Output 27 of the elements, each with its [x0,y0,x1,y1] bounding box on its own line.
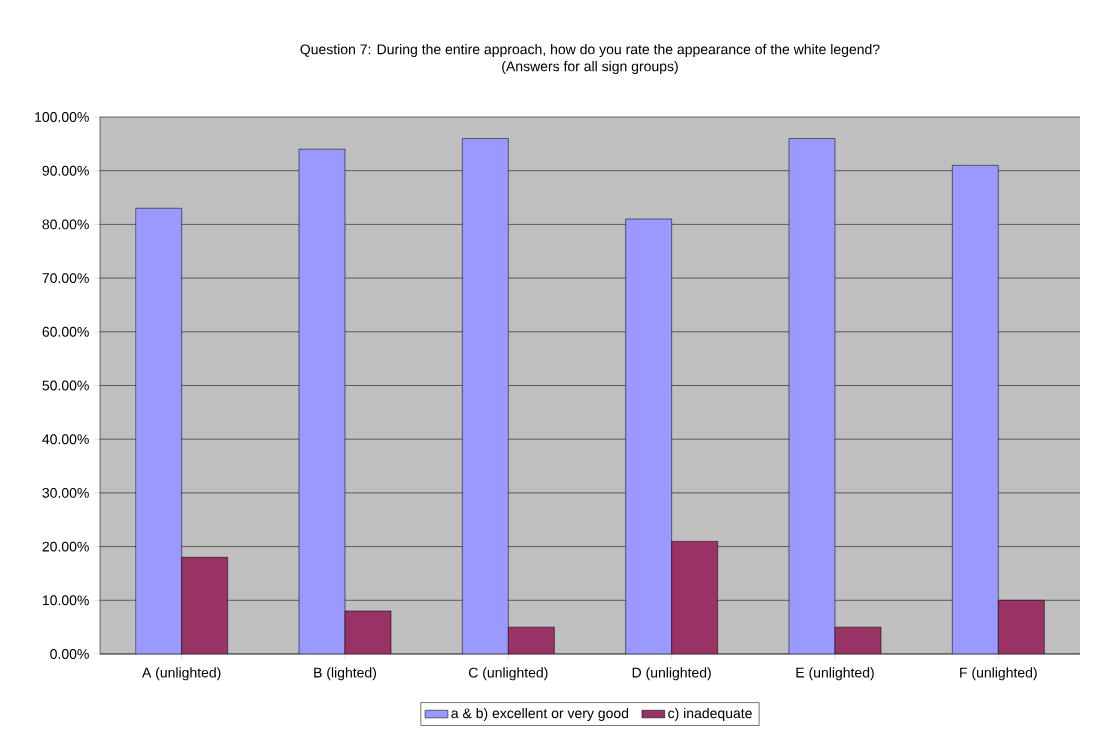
y-tick-label: 100.00% [35,112,89,122]
x-tick-label: C (unlighted) [468,667,548,681]
legend-label: c) inadequate [668,707,752,721]
x-tick-label: F (unlighted) [960,667,1037,681]
bar [952,165,999,654]
y-tick-label: 0.00% [50,649,89,659]
y-tick-label: 50.00% [42,380,89,391]
x-tick-label: E (unlighted) [796,667,874,681]
x-tick-label: D (unlighted) [632,667,711,681]
chart-title: Question 7: During the entire approach, how do you rate the appearance of the white legend? [300,44,880,58]
bar [462,138,509,654]
y-tick-label: 70.00% [42,273,89,284]
bar [135,208,182,654]
y-tick-label: 90.00% [42,165,89,176]
bar [298,148,346,654]
x-tick-label: A (unlighted) [142,667,221,681]
bar [788,138,836,654]
y-tick-label: 60.00% [42,326,89,337]
y-tick-label: 20.00% [42,541,89,552]
y-tick-label: 40.00% [42,434,89,445]
y-tick-label: 30.00% [42,487,89,498]
y-tick-label: 80.00% [42,219,89,230]
bar [625,218,672,654]
legend-label: a & b) excellent or very good [451,707,629,721]
chart-subtitle: (Answers for all sign groups) [502,61,678,75]
y-tick-label: 10.00% [42,595,89,606]
x-tick-label: B (lighted) [314,667,377,681]
